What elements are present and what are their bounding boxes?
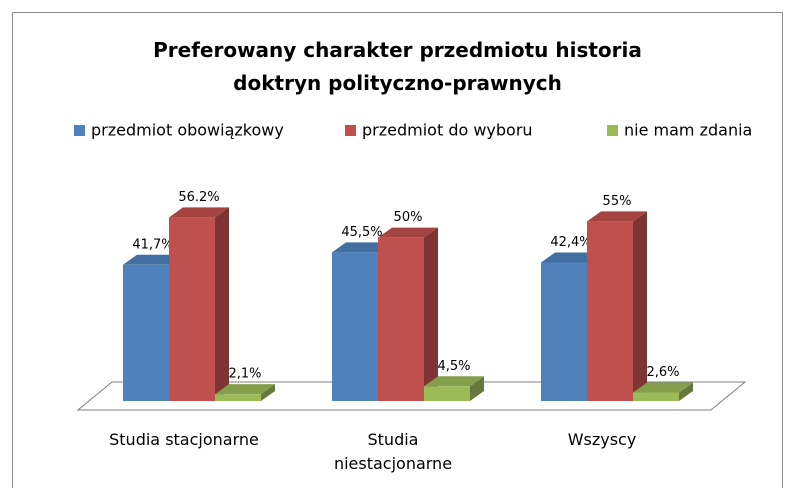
bar bbox=[633, 392, 679, 401]
bar bbox=[541, 262, 587, 401]
data-label: 41,7% bbox=[132, 237, 173, 252]
bar-top bbox=[587, 211, 647, 222]
legend-label: przedmiot obowiązkowy bbox=[91, 121, 284, 140]
bar-side bbox=[679, 382, 693, 401]
data-label: 2,6% bbox=[646, 365, 679, 380]
data-label: 50% bbox=[394, 210, 423, 225]
x-tick-label: Studia stacjonarne bbox=[109, 430, 259, 449]
bar bbox=[424, 386, 470, 401]
data-label: 45,5% bbox=[341, 225, 382, 240]
bar-top bbox=[215, 384, 275, 395]
x-tick-label: Wszyscy bbox=[567, 430, 637, 449]
legend-label: nie mam zdania bbox=[624, 121, 752, 140]
legend-label: przedmiot do wyboru bbox=[362, 121, 533, 140]
bar-side bbox=[215, 207, 229, 401]
bar bbox=[215, 394, 261, 401]
bar-top bbox=[169, 207, 229, 218]
data-label: 55% bbox=[603, 194, 632, 209]
data-label: 56.2% bbox=[178, 190, 219, 205]
bar-top bbox=[378, 227, 438, 238]
data-label: 4,5% bbox=[437, 359, 470, 374]
bar bbox=[169, 217, 215, 401]
bar-top bbox=[424, 376, 484, 387]
legend-swatch bbox=[74, 125, 85, 136]
bar bbox=[587, 221, 633, 401]
bar bbox=[332, 252, 378, 401]
data-label: 2,1% bbox=[228, 367, 261, 382]
bar-top bbox=[123, 254, 183, 265]
bar-side bbox=[424, 227, 438, 401]
bar bbox=[378, 237, 424, 401]
chart-title: Preferowany charakter przedmiotu histori… bbox=[153, 38, 642, 95]
legend-swatch bbox=[607, 125, 618, 136]
legend-swatch bbox=[345, 125, 356, 136]
bar bbox=[123, 264, 169, 401]
bar-top bbox=[541, 252, 601, 263]
bar-side bbox=[470, 376, 484, 401]
bar-top bbox=[332, 242, 392, 253]
bar-side bbox=[261, 384, 275, 401]
bar-top bbox=[633, 382, 693, 393]
bar-side bbox=[633, 211, 647, 401]
x-tick-label: Studia niestacjonarne bbox=[333, 430, 453, 473]
data-label: 42,4% bbox=[550, 235, 591, 250]
